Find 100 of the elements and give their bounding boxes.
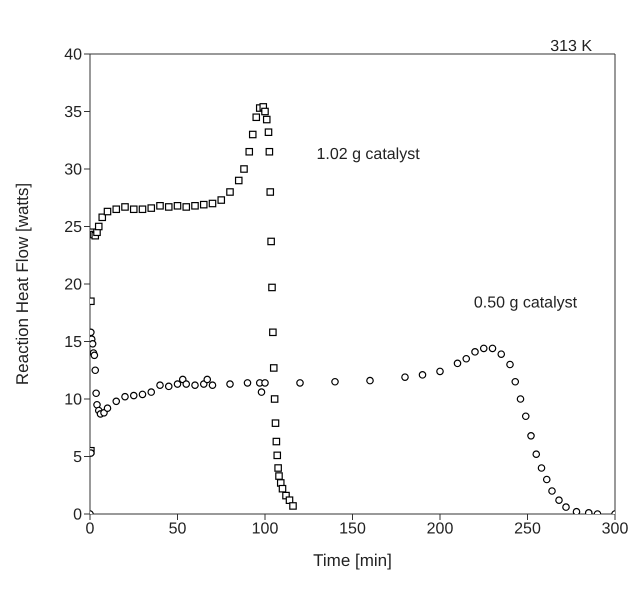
point [506,360,514,368]
point [203,376,212,384]
point [258,388,266,396]
point [261,379,269,387]
point [226,380,234,388]
point [522,412,530,420]
point [274,464,282,472]
x-tick-label: 200 [426,520,454,538]
point [532,450,540,458]
annotation: 313 K [550,38,592,56]
point [191,381,199,389]
point [138,390,146,398]
point [462,354,470,363]
point [240,165,248,173]
point [436,368,444,376]
x-tick-label: 250 [514,520,541,538]
point [555,496,563,504]
point [121,203,129,211]
point [289,502,297,510]
x-axis-title: Time [min] [313,551,392,570]
point [248,130,257,138]
y-tick-label: 5 [73,449,82,466]
point [208,381,216,389]
y-tick-label: 20 [64,276,82,294]
point [182,203,190,211]
point [191,202,199,210]
point [516,395,524,403]
y-tick-label: 10 [64,392,82,409]
point [156,202,164,210]
point [130,205,138,214]
point [90,352,98,360]
point [272,419,280,427]
point [262,116,271,124]
point [286,496,294,504]
x-tick-label: 0 [86,520,95,538]
point [266,148,274,156]
point [261,108,269,116]
point [562,503,570,511]
x-tick-label: 50 [168,520,186,538]
point [226,188,234,196]
point [245,148,254,156]
text: 0.50 g catalyst [474,294,578,312]
point [147,204,156,212]
point [104,208,112,216]
point [511,378,520,386]
point [418,371,426,379]
point [164,203,173,211]
x-tick-label: 150 [339,520,366,538]
point [138,205,146,214]
point [91,366,100,374]
point [480,344,488,352]
point [164,382,173,390]
point [244,379,252,387]
point [538,464,546,472]
point [98,214,106,222]
point [278,484,286,492]
point [174,380,182,388]
point [112,398,120,406]
point [270,364,278,372]
point [174,202,182,210]
y-tick-label: 15 [64,334,82,352]
y-tick-label: 30 [64,162,82,179]
x-tick-label: 300 [602,520,628,538]
point [182,380,190,388]
text: 1.02 g catalyst [316,146,420,164]
point [208,200,216,208]
point [272,438,280,446]
point [454,360,462,368]
point [92,389,100,398]
point [273,452,282,460]
point [264,128,272,136]
point [200,200,208,208]
point [156,381,164,389]
y-axis-title: Reaction Heat Flow [watts] [13,182,32,386]
point [268,284,276,292]
point [269,328,277,336]
y-tick-label: 35 [64,104,82,122]
point [488,344,496,352]
point [252,113,260,122]
y-tick-label: 40 [64,46,82,64]
point [104,404,112,412]
point [266,188,274,196]
point [366,376,374,384]
point [270,395,278,403]
point [542,476,551,484]
x-tick-label: 100 [252,520,278,538]
point [112,205,120,214]
point [401,373,409,381]
point [497,350,506,358]
point [267,238,275,246]
point [331,378,339,386]
y-tick-label: 0 [73,506,82,524]
point [90,340,96,348]
point [527,432,535,440]
point [572,508,580,514]
point [217,196,226,204]
y-tick-label: 25 [64,219,82,236]
point [94,222,103,230]
point [147,388,156,396]
point [130,392,138,400]
